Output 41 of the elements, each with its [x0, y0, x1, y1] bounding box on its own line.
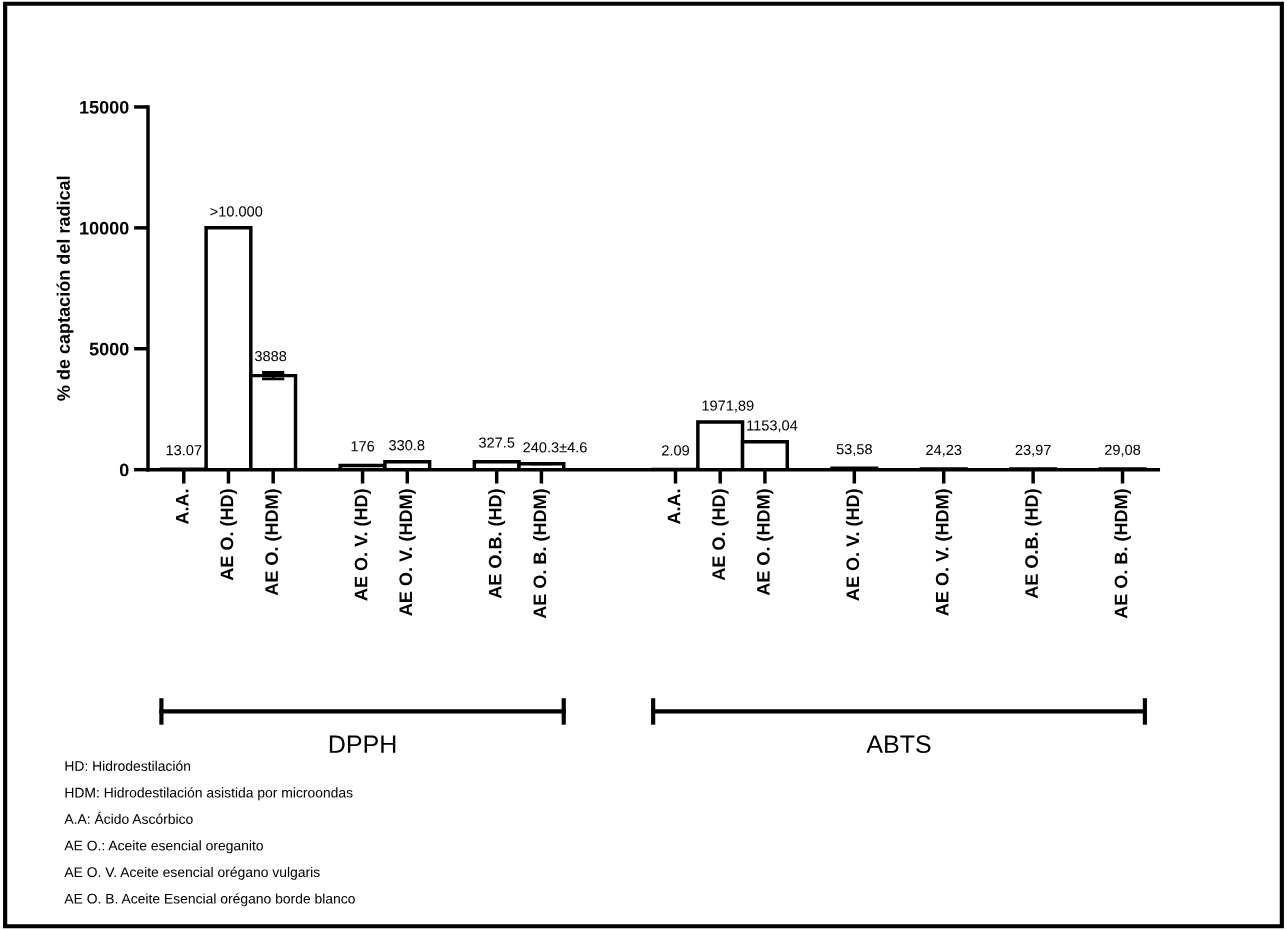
y-tick-label: 10000 — [80, 221, 129, 235]
x-tick-label: AE O.B. (HD) — [488, 489, 506, 599]
text: DPPH — [329, 735, 396, 753]
data-label: 3888 — [254, 350, 287, 362]
x-tick-label: AE O. (HDM) — [756, 489, 774, 596]
data-label: 2.09 — [662, 445, 690, 456]
text: ABTS — [866, 735, 931, 754]
text: HDM: Hidrodestilación asistida por microondas — [65, 787, 353, 801]
x-tick-label: AE O. V. (HD) — [354, 489, 371, 601]
text: AE O. V. Aceite esencial orégano vulgaris — [64, 866, 320, 880]
y-tick-label: 5000 — [89, 342, 129, 356]
y-tick-label: 15000 — [80, 100, 129, 114]
x-tick-label: AE O. (HDM) — [264, 489, 282, 596]
data-label: 13.07 — [166, 445, 202, 456]
data-label: 1971,89 — [702, 400, 754, 413]
x-tick-label: AE O. V. (HDM) — [935, 489, 953, 616]
data-label: 1153,04 — [747, 420, 798, 433]
x-tick-label: AE O. B. (HDM) — [532, 489, 550, 619]
y-axis-title: % de captación del radical — [56, 176, 74, 401]
x-tick-label: AE O. (HD) — [711, 489, 729, 581]
data-label: 240.3±4.6 — [523, 442, 587, 453]
x-tick-label: AE O. V. (HD) — [845, 489, 863, 601]
text: A.A: Ácido Ascórbico — [64, 811, 193, 824]
data-label: 29,08 — [1105, 444, 1141, 457]
data-label: 23,97 — [1015, 444, 1051, 457]
x-tick-label: A.A. — [667, 489, 681, 525]
data-label: 176 — [351, 441, 375, 452]
x-tick-label: A.A. — [176, 489, 189, 525]
x-tick-label: AE O. V. (HDM) — [398, 489, 416, 616]
data-label: 330.8 — [389, 440, 425, 451]
data-label: 53,58 — [836, 444, 872, 457]
text: HD: Hidrodestilación — [65, 760, 191, 771]
x-tick-label: AE O. B. (HDM) — [1114, 489, 1131, 619]
y-tick-label: 0 — [119, 463, 129, 477]
data-label: 24,23 — [926, 444, 962, 457]
x-tick-label: AE O. (HD) — [220, 489, 237, 581]
data-label: >10.000 — [210, 206, 263, 217]
text: AE O. B. Aceite Esencial orégano borde blanco — [64, 893, 355, 907]
text: AE O.: Aceite esencial oreganito — [64, 840, 263, 854]
x-tick-label: AE O.B. (HD) — [1024, 489, 1042, 599]
data-label: 327.5 — [479, 437, 515, 448]
